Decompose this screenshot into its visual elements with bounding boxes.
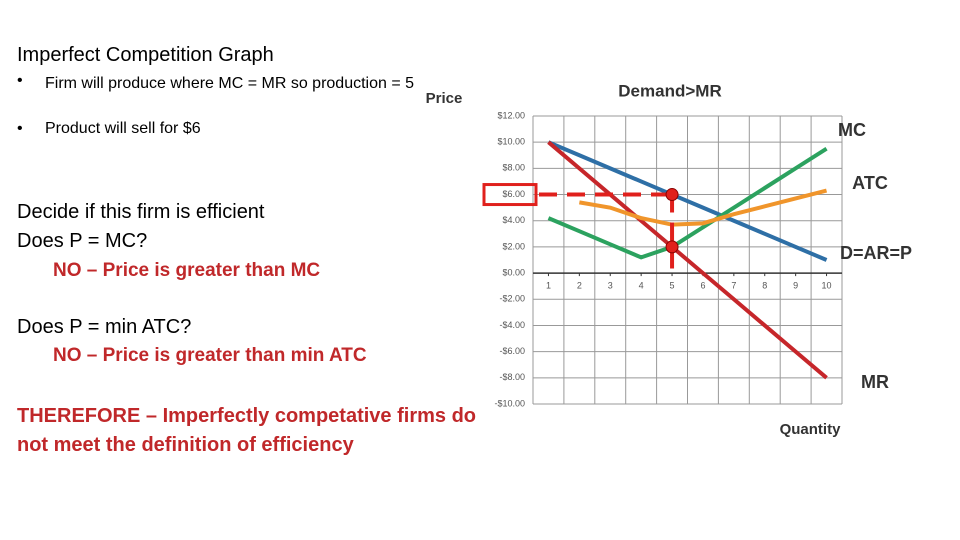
x-tick-label: 1	[546, 280, 551, 290]
annotation: Demand>MR	[618, 81, 721, 100]
x-tick-label: 4	[639, 280, 644, 290]
series-line	[547, 140, 828, 380]
x-tick-label: 10	[822, 280, 832, 290]
x-tick-label: 9	[793, 280, 798, 290]
series-label: D=AR=P	[840, 243, 912, 263]
y-tick-label: -$4.00	[499, 320, 525, 330]
answer: NO – Price is greater than MC	[53, 260, 321, 281]
slide-title: Imperfect Competition Graph	[17, 44, 274, 66]
y-tick-label: $6.00	[502, 189, 525, 199]
series-line	[579, 188, 828, 227]
y-axis-label: Price	[426, 90, 463, 107]
bullet: Product will sell for $6	[45, 120, 201, 137]
tick-highlight	[482, 183, 538, 207]
y-tick-label: $12.00	[497, 110, 525, 120]
y-tick-label: $2.00	[502, 241, 525, 251]
y-tick-label: -$2.00	[499, 294, 525, 304]
bullet-dot: •	[17, 72, 23, 89]
series-label: ATC	[852, 173, 888, 193]
text-line: Decide if this firm is efficient	[17, 201, 265, 223]
text-line: Does P = min ATC?	[17, 316, 192, 338]
y-tick-label: $10.00	[497, 137, 525, 147]
mc-mr-point	[665, 240, 679, 254]
x-tick-label: 6	[700, 280, 705, 290]
x-tick-label: 7	[731, 280, 736, 290]
x-tick-label: 5	[670, 280, 675, 290]
series-line	[547, 140, 828, 262]
y-tick-label: $4.00	[502, 215, 525, 225]
y-tick-label: $8.00	[502, 163, 525, 173]
series-label: MC	[838, 120, 866, 140]
text-line: Does P = MC?	[17, 230, 148, 252]
y-tick-label: $0.00	[502, 267, 525, 277]
series-line	[547, 147, 828, 260]
answer: NO – Price is greater than min ATC	[53, 345, 367, 366]
price-point	[665, 188, 679, 202]
x-axis-label: Quantity	[780, 421, 841, 438]
y-tick-label: -$8.00	[499, 372, 525, 382]
x-tick-label: 3	[608, 280, 613, 290]
y-tick-label: -$6.00	[499, 346, 525, 356]
conclusion: THEREFORE – Imperfectly competative firm…	[17, 405, 477, 456]
x-tick-label: 2	[577, 280, 582, 290]
bullet: Firm will produce where MC = MR so produ…	[45, 75, 415, 92]
bullet-dot: •	[17, 120, 23, 137]
y-tick-label: -$10.00	[494, 398, 525, 408]
x-tick-label: 8	[762, 280, 767, 290]
series-label: MR	[861, 372, 889, 392]
